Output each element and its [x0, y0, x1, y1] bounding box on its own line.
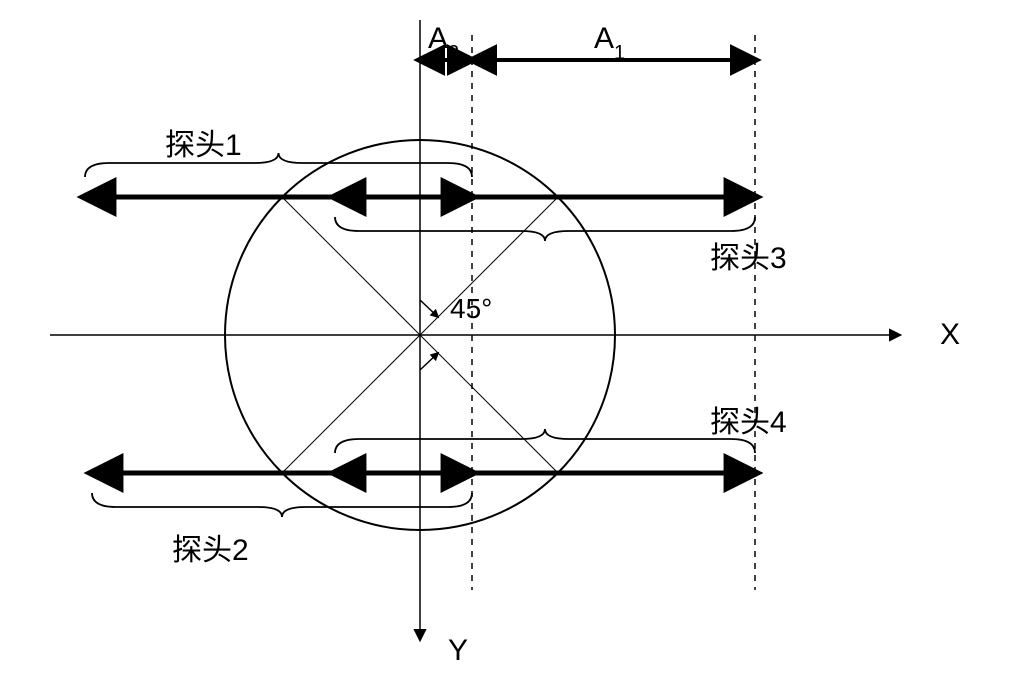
x-axis-label: X: [940, 318, 960, 351]
angle-label: 45°: [450, 293, 492, 324]
probe-label-1: 探头1: [165, 129, 242, 162]
probe-label-2: 探头2: [172, 534, 249, 567]
background: [0, 0, 1024, 696]
probe-label-3: 探头3: [710, 242, 787, 275]
probe-label-4: 探头4: [710, 406, 787, 439]
y-axis-label: Y: [448, 634, 468, 667]
diagram-canvas: XY45°A1A2探头1探头2探头3探头4: [0, 0, 1024, 696]
